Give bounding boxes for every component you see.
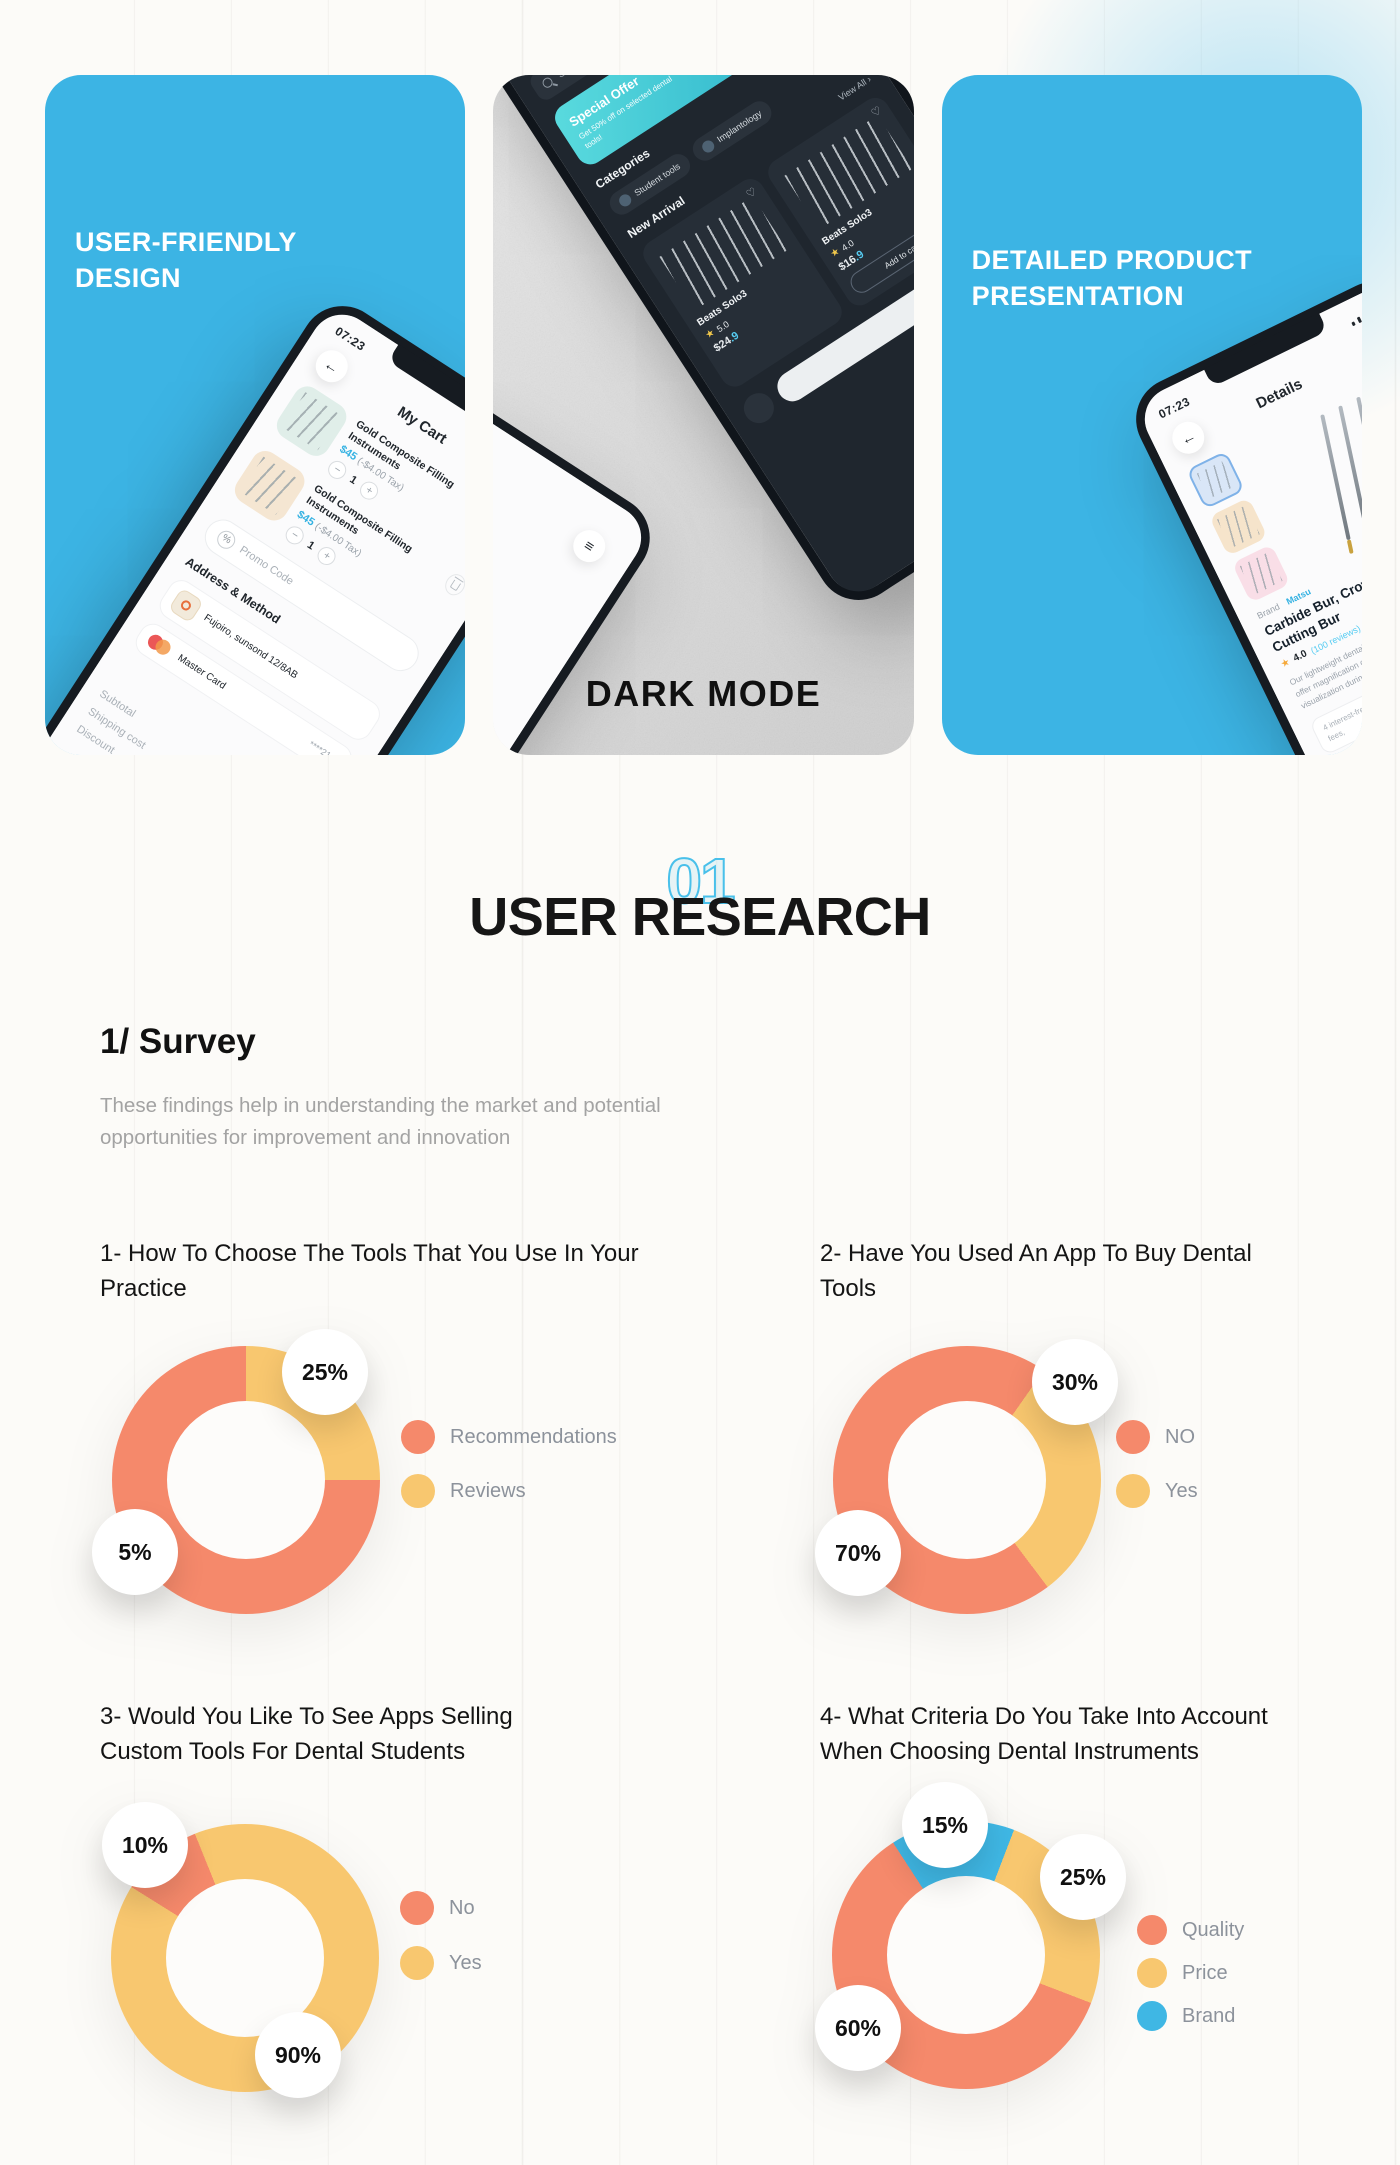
hero-cards: USER-FRIENDLY DESIGN 07:23 ← My Cart Gol… xyxy=(45,75,1362,755)
chart3-callout-10: 10% xyxy=(102,1802,188,1888)
legend-dot-orange xyxy=(400,1891,434,1925)
remove-item-button[interactable] xyxy=(441,570,466,600)
thumbnail[interactable] xyxy=(1231,544,1291,603)
legend-chart-3: No Yes xyxy=(400,1891,482,1980)
search-placeholder: Search xyxy=(556,75,592,81)
legend-chart-2: NO Yes xyxy=(1116,1420,1198,1508)
minus-icon[interactable]: − xyxy=(324,457,350,483)
quantity-value: 1 xyxy=(305,538,317,553)
hamburger-icon: ≡ xyxy=(581,536,598,556)
trash-icon xyxy=(449,579,461,591)
legend-dot-orange xyxy=(1137,1915,1167,1945)
dental-tools-image xyxy=(282,392,341,451)
legend-item: NO xyxy=(1116,1420,1198,1454)
survey-heading: 1/ Survey xyxy=(100,1022,256,1061)
star-icon: ★ xyxy=(1278,656,1292,671)
plus-icon[interactable]: + xyxy=(314,543,340,569)
chart2-callout-70: 70% xyxy=(815,1510,901,1596)
clock: 07:23 xyxy=(1156,394,1192,422)
legend-item: No xyxy=(400,1891,482,1925)
signal-wifi-battery-icons xyxy=(1348,302,1362,327)
legend-dot-blue xyxy=(1137,2001,1167,2031)
chart4-callout-25: 25% xyxy=(1040,1834,1126,1920)
legend-chart-1: Recommendations Reviews xyxy=(401,1420,617,1508)
rating-value: 4.0 xyxy=(1291,648,1309,665)
donut-chart-2: 30% 70% xyxy=(815,1339,1118,1614)
section-title-wrap: 01 USER RESEARCH xyxy=(469,844,931,948)
legend-chart-4: Quality Price Brand xyxy=(1137,1915,1244,2031)
thumbnail[interactable] xyxy=(1208,497,1268,557)
plus-icon[interactable]: + xyxy=(356,478,382,504)
legend-dot-orange xyxy=(401,1420,435,1454)
legend-item: Yes xyxy=(1116,1474,1198,1508)
dark-mode-caption: DARK MODE xyxy=(585,673,822,714)
donut-chart-4: 15% 25% 60% xyxy=(815,1782,1126,2089)
view-all-link[interactable]: View All › xyxy=(837,75,874,103)
legend-dot-orange xyxy=(1116,1420,1150,1454)
thumbnail-selected[interactable] xyxy=(1185,450,1245,510)
chart1-callout-5: 5% xyxy=(92,1509,178,1595)
chart3-callout-90: 90% xyxy=(255,2012,341,2098)
phone-mockup-cart: 07:23 ← My Cart Gold Composite Filling I… xyxy=(45,290,466,755)
filter-button[interactable]: ≡ xyxy=(567,523,612,569)
question-1: 1- How To Choose The Tools That You Use … xyxy=(100,1240,639,1302)
question-3: 3- Would You Like To See Apps Selling Cu… xyxy=(100,1703,513,1765)
donut-chart-1: 25% 5% xyxy=(92,1329,380,1614)
legend-dot-yellow xyxy=(401,1474,435,1508)
promo-placeholder: Promo Code xyxy=(237,543,296,588)
card-title-user-friendly: USER-FRIENDLY DESIGN xyxy=(75,227,297,293)
legend-dot-yellow xyxy=(400,1946,434,1980)
star-icon: ★ xyxy=(704,327,718,342)
section-title: USER RESEARCH xyxy=(469,887,931,947)
legend-dot-yellow xyxy=(1116,1474,1150,1508)
phone-mockup-details: 07:23 ← Details xyxy=(1121,267,1362,755)
legend-item: Reviews xyxy=(401,1474,617,1508)
back-arrow-icon: ← xyxy=(320,355,343,378)
back-arrow-icon: ← xyxy=(1177,426,1199,449)
card-detailed-presentation: DETAILED PRODUCT PRESENTATION 07:23 ← De… xyxy=(941,75,1362,755)
chart1-callout-25: 25% xyxy=(282,1329,368,1415)
implant-icon xyxy=(700,138,717,156)
survey-description: These findings help in understanding the… xyxy=(100,1094,661,1150)
donut-chart-3: 10% 90% xyxy=(102,1802,379,2098)
star-icon: ★ xyxy=(828,246,843,261)
card-digits: ****2143 xyxy=(307,738,342,755)
minus-icon[interactable]: − xyxy=(282,522,308,548)
percent-icon: % xyxy=(214,526,239,552)
clock: 07:23 xyxy=(332,323,368,354)
section-index: 01 xyxy=(665,844,736,918)
card-title-detailed: DETAILED PRODUCT PRESENTATION xyxy=(971,245,1253,311)
tool-pouch-image xyxy=(240,456,299,516)
legend-item: Recommendations xyxy=(401,1420,617,1454)
address-icon xyxy=(168,587,205,624)
chevron-right-icon: › xyxy=(865,75,874,85)
card-dark-mode: ≡ Ha Search Special Offer xyxy=(493,75,914,755)
question-2: 2- Have You Used An App To Buy Dental To… xyxy=(820,1240,1252,1302)
legend-item: Price xyxy=(1137,1958,1244,1988)
chart2-callout-30: 30% xyxy=(1032,1339,1118,1425)
legend-item: Brand xyxy=(1137,2001,1244,2031)
legend-dot-yellow xyxy=(1137,1958,1167,1988)
question-4: 4- What Criteria Do You Take Into Accoun… xyxy=(820,1703,1268,1765)
search-icon xyxy=(540,75,555,90)
payment-method: Master Card xyxy=(175,652,228,692)
mastercard-icon xyxy=(144,631,176,660)
card-user-friendly-design: USER-FRIENDLY DESIGN 07:23 ← My Cart Gol… xyxy=(45,75,466,755)
quantity-value: 1 xyxy=(347,473,359,488)
student-icon xyxy=(617,192,635,210)
chart4-callout-15: 15% xyxy=(902,1782,988,1868)
legend-item: Quality xyxy=(1137,1915,1244,1945)
legend-item: Yes xyxy=(400,1946,482,1980)
chart4-callout-60: 60% xyxy=(815,1985,901,2071)
tooth-nav-icon[interactable] xyxy=(738,387,781,430)
